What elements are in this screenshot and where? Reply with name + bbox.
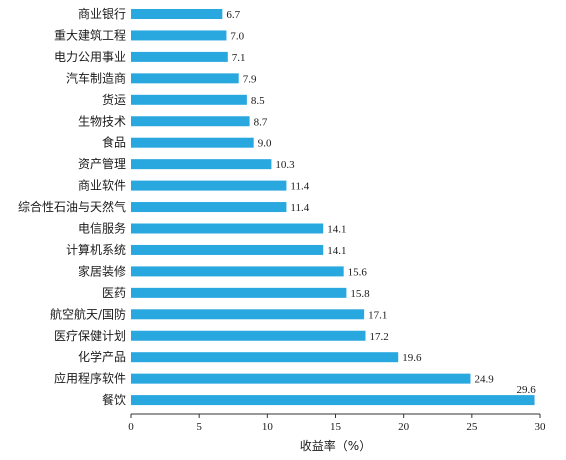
- category-label: 货运: [102, 92, 126, 107]
- x-axis-title: 收益率（%）: [300, 438, 371, 453]
- value-label: 8.5: [251, 95, 265, 107]
- value-label: 15.8: [350, 288, 370, 300]
- x-tick-label: 15: [330, 421, 342, 433]
- bar: [131, 116, 250, 127]
- value-label: 10.3: [275, 159, 295, 171]
- bar: [131, 94, 247, 105]
- category-label: 计算机系统: [66, 242, 126, 257]
- category-label: 医疗保健计划: [54, 329, 126, 343]
- value-label: 6.7: [226, 9, 240, 21]
- value-label: 8.7: [254, 116, 268, 128]
- bar: [131, 287, 347, 298]
- category-label: 医药: [102, 286, 126, 300]
- value-label: 17.2: [369, 331, 388, 343]
- bar: [131, 373, 471, 384]
- x-tick-label: 25: [466, 421, 478, 433]
- value-label: 24.9: [474, 374, 494, 386]
- bar: [131, 180, 287, 191]
- x-tick-label: 30: [535, 421, 547, 433]
- bar: [131, 137, 254, 148]
- category-label: 重大建筑工程: [54, 27, 126, 42]
- value-label: 15.6: [348, 266, 368, 278]
- category-label: 商业软件: [78, 178, 126, 193]
- category-label: 化学产品: [78, 349, 126, 364]
- value-label: 11.4: [290, 181, 309, 193]
- bar: [131, 330, 366, 341]
- bar: [131, 51, 228, 62]
- category-label: 电信服务: [78, 221, 126, 236]
- category-label: 电力公用事业: [54, 50, 126, 64]
- value-label: 29.6: [517, 384, 537, 396]
- bar: [131, 30, 227, 41]
- bar: [131, 159, 272, 170]
- bar: [131, 266, 344, 277]
- x-tick-label: 5: [196, 421, 202, 433]
- category-label: 综合性石油与天然气: [18, 199, 126, 214]
- category-label: 资产管理: [78, 156, 126, 171]
- bar: [131, 73, 239, 84]
- bar: [131, 352, 399, 363]
- value-label: 17.1: [368, 309, 387, 321]
- category-label: 生物技术: [78, 114, 126, 128]
- value-label: 7.9: [243, 73, 257, 85]
- value-label: 14.1: [327, 245, 346, 257]
- category-label: 商业银行: [78, 6, 126, 21]
- value-label: 9.0: [258, 138, 272, 150]
- category-label: 食品: [102, 135, 126, 150]
- x-tick-label: 0: [128, 421, 134, 433]
- value-label: 11.4: [290, 202, 309, 214]
- value-label: 14.1: [327, 224, 346, 236]
- bar: [131, 202, 287, 213]
- category-label: 汽车制造商: [66, 70, 126, 85]
- category-label: 餐饮: [102, 392, 126, 407]
- bar: [131, 395, 535, 406]
- bar: [131, 244, 324, 255]
- x-axis: 0 5 10 15 20 25 30: [128, 413, 547, 433]
- bars-layer: 商业银行 6.7 重大建筑工程 7.0 电力公用事业 7.1 汽车制造商 7.9 货运 8.5 生物…: [18, 6, 536, 407]
- value-label: 19.6: [402, 352, 422, 364]
- category-label: 应用程序软件: [54, 371, 126, 386]
- bar: [131, 223, 324, 234]
- x-tick-label: 20: [398, 421, 410, 433]
- value-label: 7.0: [230, 30, 244, 42]
- bar: [131, 309, 365, 320]
- category-label: 航空航天/国防: [50, 306, 126, 321]
- value-label: 7.1: [232, 52, 246, 64]
- bar: [131, 9, 223, 19]
- category-label: 家居装修: [78, 263, 126, 278]
- x-tick-label: 10: [262, 421, 274, 433]
